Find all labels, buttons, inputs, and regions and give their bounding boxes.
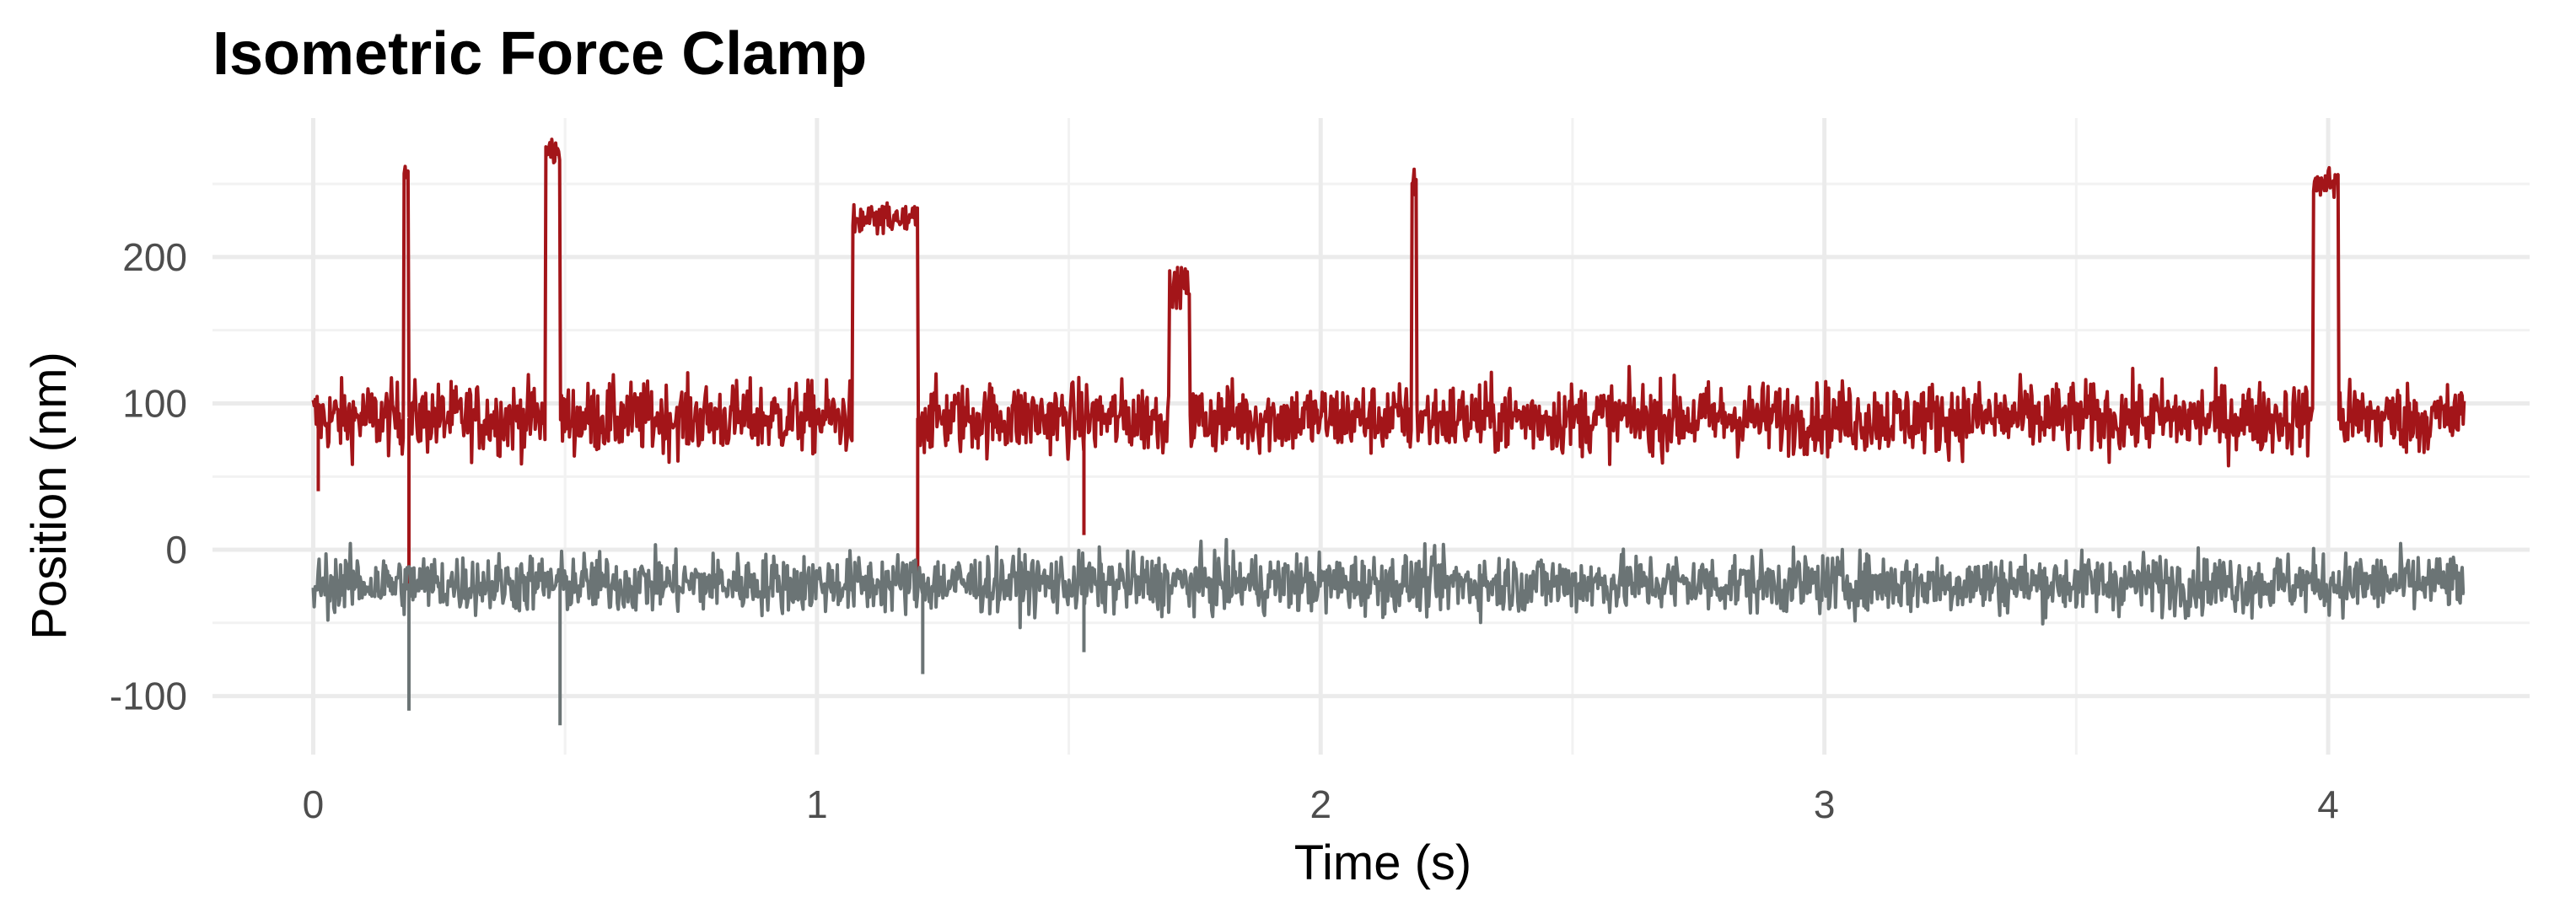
y-tick-label: -100 [110, 674, 187, 718]
x-tick-label: 3 [1814, 782, 1836, 826]
grid [212, 118, 2530, 755]
y-axis-title: Position (nm) [22, 352, 77, 640]
x-tick-label: 0 [303, 782, 325, 826]
x-tick-label: 1 [806, 782, 828, 826]
x-axis-title: Time (s) [1294, 836, 1471, 890]
y-tick-label: 100 [122, 381, 187, 425]
y-tick-label: 200 [122, 235, 187, 279]
series-layer [311, 137, 2466, 726]
tick-labels: 0 1 2 3 4 -100 0 100 200 [110, 235, 2339, 826]
x-tick-label: 2 [1310, 782, 1331, 826]
series-trace-1 [311, 538, 2466, 630]
series-trace-0 [311, 137, 2466, 468]
x-tick-label: 4 [2317, 782, 2339, 826]
y-tick-label: 0 [165, 528, 187, 572]
chart-title: Isometric Force Clamp [212, 20, 867, 88]
